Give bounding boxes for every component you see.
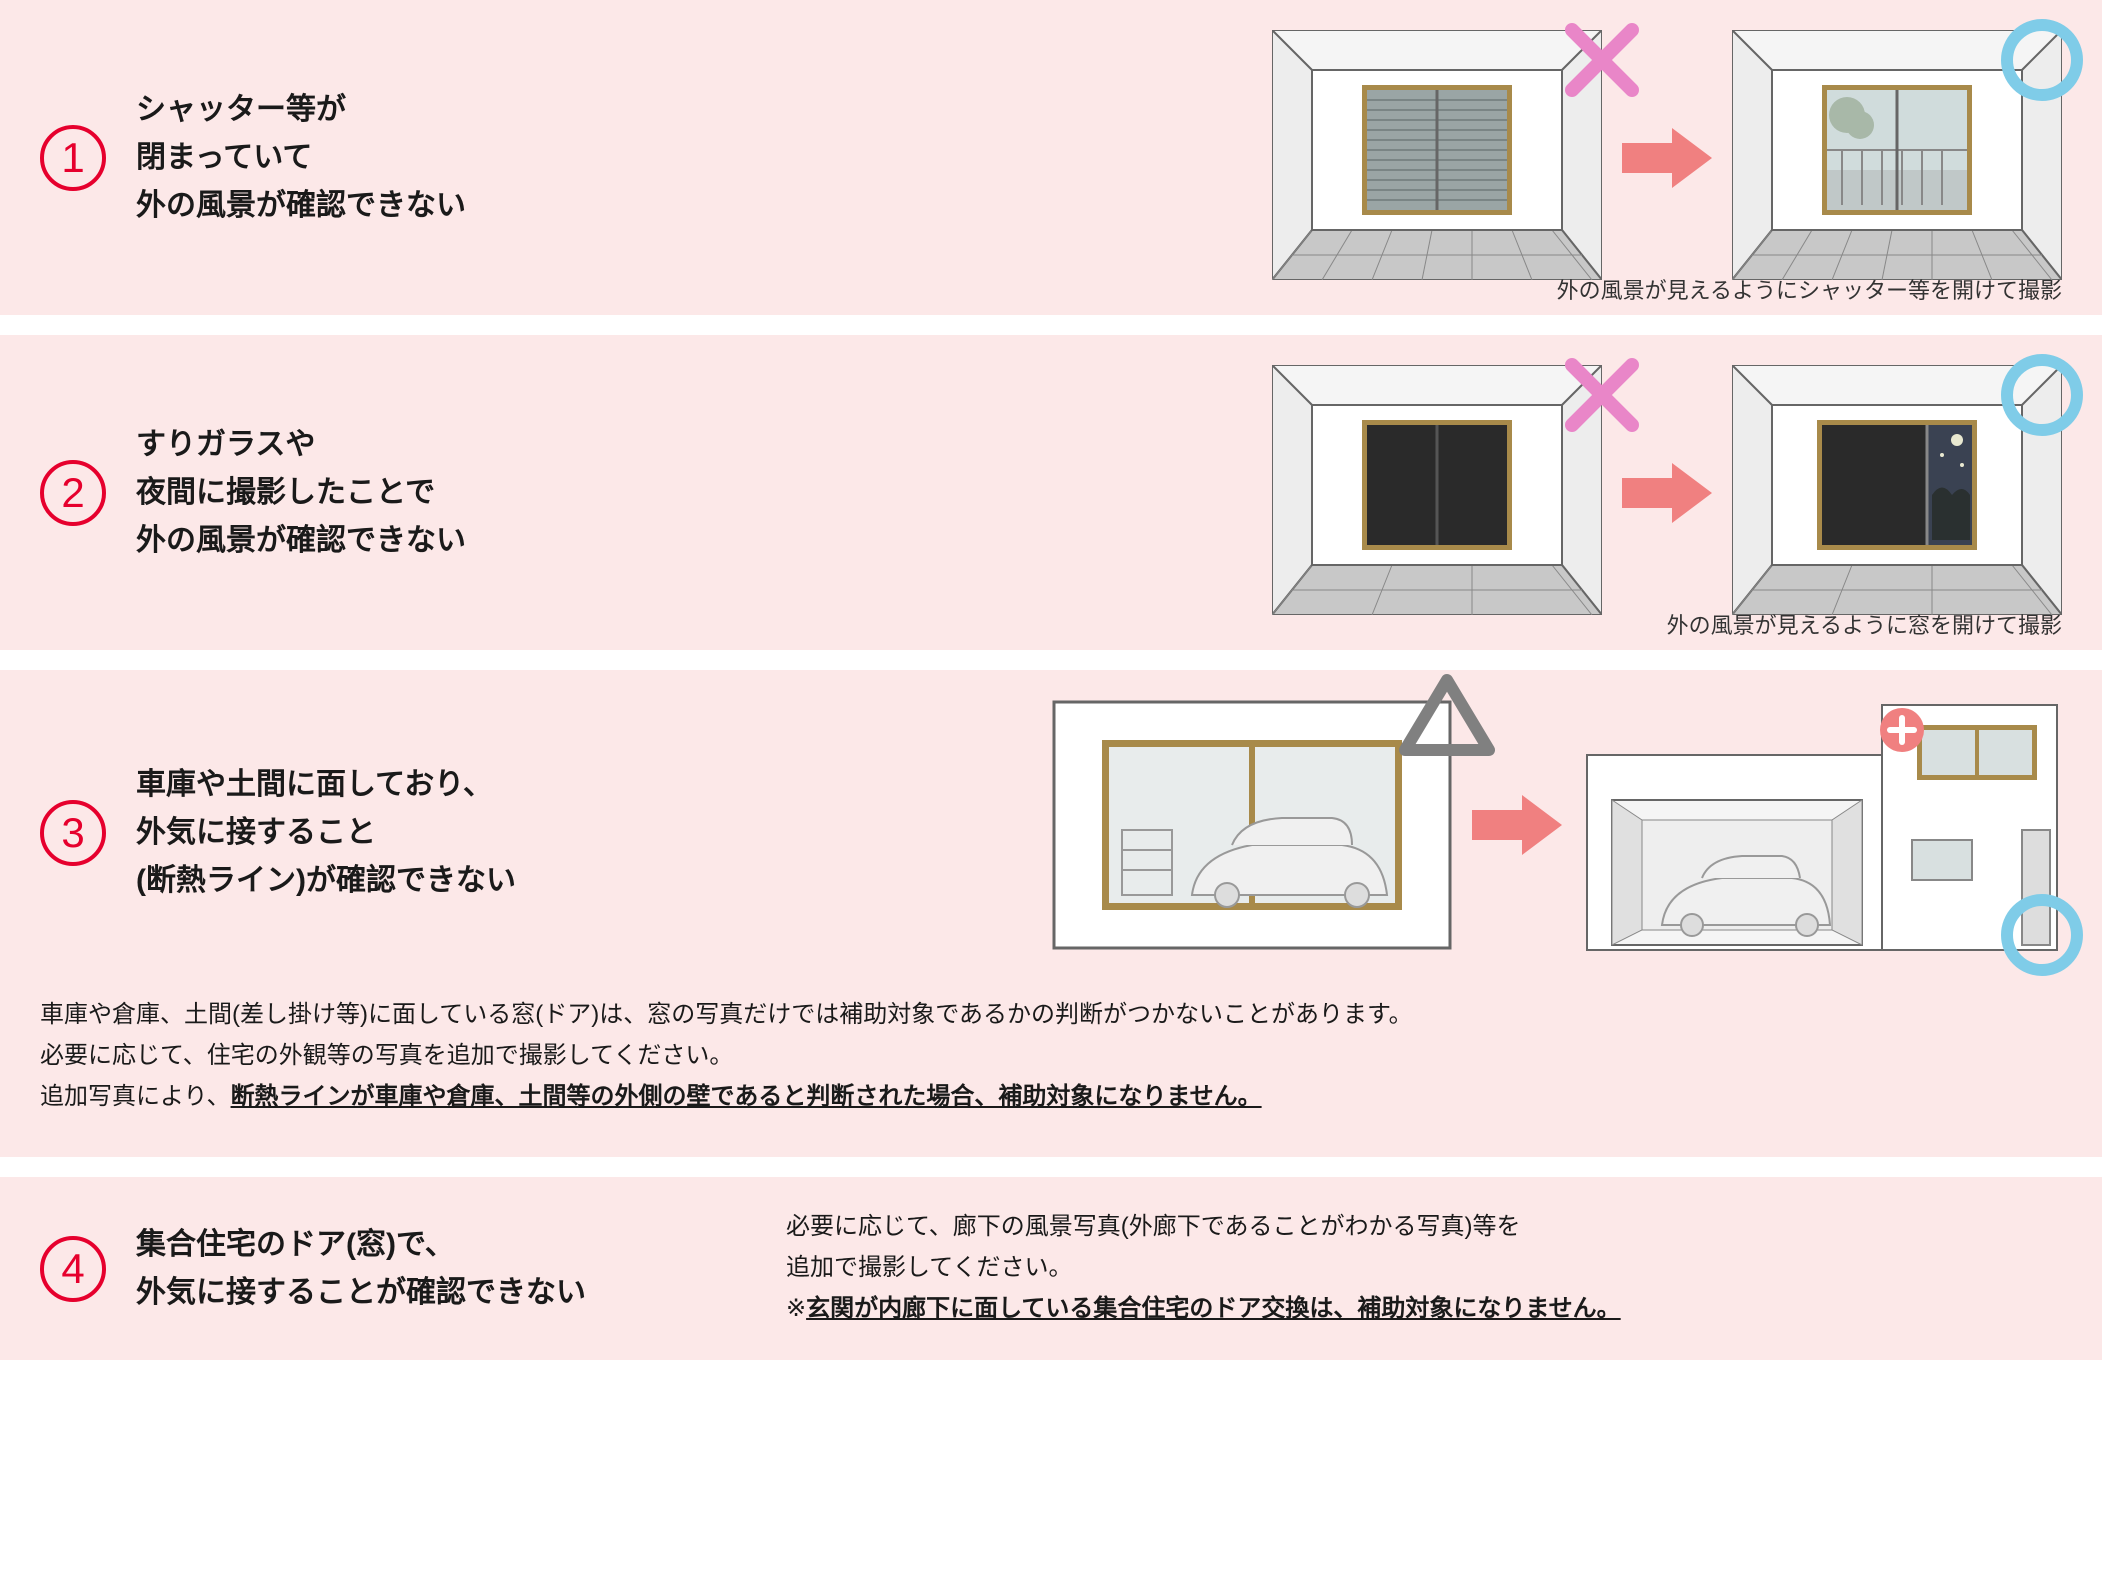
note3-line3: 追加写真により、断熱ラインが車庫や倉庫、土間等の外側の壁であると判断された場合、… [40, 1077, 2062, 1118]
illus-2-good [1732, 365, 2062, 620]
row-1: 1 シャッター等が 閉まっていて 外の風景が確認できない [40, 30, 2062, 285]
desc-1: シャッター等が 閉まっていて 外の風景が確認できない [136, 86, 596, 230]
panel4-right-text: 必要に応じて、廊下の風景写真(外廊下であることがわかる写真)等を 追加で撮影して… [786, 1207, 1621, 1329]
number-circle-3: 3 [40, 800, 106, 866]
panel4-bold: 玄関が内廊下に面している集合住宅のドア交換は、補助対象になりません。 [806, 1295, 1621, 1322]
number-circle-2: 2 [40, 460, 106, 526]
desc-4: 集合住宅のドア(窓)で、 外気に接することが確認できない [136, 1221, 696, 1317]
circle-mark-icon [1997, 350, 2087, 440]
note3-lead: 追加写真により、 [40, 1083, 231, 1110]
illus-3-bad [1052, 700, 1452, 955]
panel-4: 4 集合住宅のドア(窓)で、 外気に接することが確認できない 必要に応じて、廊下… [0, 1177, 2102, 1359]
note3-line2: 必要に応じて、住宅の外観等の写真を追加で撮影してください。 [40, 1036, 2062, 1077]
illus-group-3 [1052, 700, 2062, 965]
note-block-3: 車庫や倉庫、土間(差し掛け等)に面している窓(ドア)は、窓の写真だけでは補助対象… [40, 995, 2062, 1117]
note3-line1: 車庫や倉庫、土間(差し掛け等)に面している窓(ドア)は、窓の写真だけでは補助対象… [40, 995, 2062, 1036]
panel-2: 2 すりガラスや 夜間に撮影したことで 外の風景が確認できない [0, 335, 2102, 650]
panel4-plain: 必要に応じて、廊下の風景写真(外廊下であることがわかる写真)等を 追加で撮影して… [786, 1207, 1621, 1289]
illus-group-1 [1272, 30, 2062, 285]
circle-mark-icon [1997, 15, 2087, 105]
illus-3-good [1582, 700, 2062, 965]
row-3: 3 車庫や土間に面しており、 外気に接すること (断熱ライン)が確認できない [40, 700, 2062, 965]
desc-2: すりガラスや 夜間に撮影したことで 外の風景が確認できない [136, 421, 596, 565]
number-circle-1: 1 [40, 125, 106, 191]
arrow-icon [1622, 128, 1712, 188]
panel4-lead: ※ [786, 1295, 806, 1322]
illus-1-good [1732, 30, 2062, 285]
illus-1-bad [1272, 30, 1602, 285]
panel-1: 1 シャッター等が 閉まっていて 外の風景が確認できない [0, 0, 2102, 315]
arrow-icon [1622, 463, 1712, 523]
number-circle-4: 4 [40, 1236, 106, 1302]
arrow-icon [1472, 795, 1562, 855]
triangle-mark-icon [1397, 670, 1497, 760]
row-4: 4 集合住宅のドア(窓)で、 外気に接することが確認できない 必要に応じて、廊下… [40, 1207, 2062, 1329]
panel-3: 3 車庫や土間に面しており、 外気に接すること (断熱ライン)が確認できない [0, 670, 2102, 1157]
circle-mark-icon [1997, 890, 2087, 980]
caption-1: 外の風景が見えるようにシャッター等を開けて撮影 [1557, 273, 2062, 305]
caption-2: 外の風景が見えるように窓を開けて撮影 [1667, 608, 2062, 640]
desc-3: 車庫や土間に面しており、 外気に接すること (断熱ライン)が確認できない [136, 761, 656, 905]
panel4-warn: ※玄関が内廊下に面している集合住宅のドア交換は、補助対象になりません。 [786, 1289, 1621, 1330]
x-mark-icon [1557, 350, 1647, 440]
x-mark-icon [1557, 15, 1647, 105]
illus-2-bad [1272, 365, 1602, 620]
illus-group-2 [1272, 365, 2062, 620]
row-2: 2 すりガラスや 夜間に撮影したことで 外の風景が確認できない [40, 365, 2062, 620]
note3-bold: 断熱ラインが車庫や倉庫、土間等の外側の壁であると判断された場合、補助対象になりま… [231, 1083, 1262, 1110]
